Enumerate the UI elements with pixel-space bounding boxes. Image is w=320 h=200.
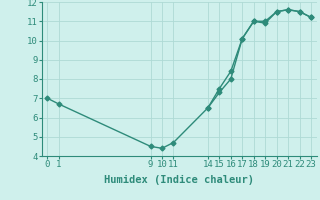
- X-axis label: Humidex (Indice chaleur): Humidex (Indice chaleur): [104, 175, 254, 185]
